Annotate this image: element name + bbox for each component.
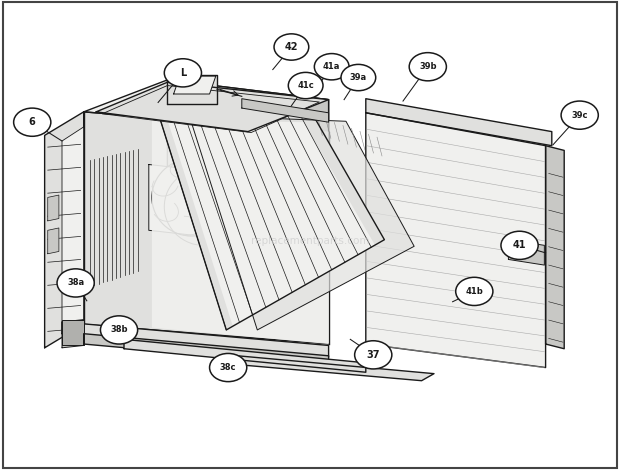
Polygon shape (62, 127, 84, 334)
Polygon shape (189, 115, 414, 330)
Polygon shape (48, 228, 59, 254)
Text: 38b: 38b (110, 325, 128, 335)
Text: 6: 6 (29, 117, 35, 127)
Text: 37: 37 (366, 350, 380, 360)
Circle shape (456, 277, 493, 306)
Polygon shape (84, 80, 329, 132)
Circle shape (341, 64, 376, 91)
Polygon shape (366, 113, 546, 368)
Polygon shape (62, 320, 84, 345)
Polygon shape (62, 320, 84, 348)
Polygon shape (84, 112, 329, 344)
Polygon shape (96, 82, 329, 132)
Polygon shape (174, 76, 216, 94)
Circle shape (288, 72, 323, 99)
Text: 41: 41 (513, 240, 526, 251)
Circle shape (274, 34, 309, 60)
Circle shape (164, 59, 202, 87)
Circle shape (314, 54, 349, 80)
Polygon shape (62, 322, 329, 357)
Polygon shape (48, 195, 59, 221)
Circle shape (210, 353, 247, 382)
Polygon shape (84, 334, 329, 366)
Polygon shape (167, 120, 375, 325)
Circle shape (501, 231, 538, 259)
Polygon shape (508, 240, 544, 265)
Text: 38c: 38c (220, 363, 236, 372)
Text: 39a: 39a (350, 73, 367, 82)
Text: 41b: 41b (466, 287, 483, 296)
Circle shape (14, 108, 51, 136)
Text: replacementparts.com: replacementparts.com (250, 235, 370, 246)
Polygon shape (152, 115, 329, 344)
Text: 38a: 38a (67, 278, 84, 288)
Circle shape (409, 53, 446, 81)
Polygon shape (366, 99, 552, 146)
Text: L: L (180, 68, 186, 78)
Circle shape (355, 341, 392, 369)
Text: 41a: 41a (323, 62, 340, 71)
Text: 42: 42 (285, 42, 298, 52)
Polygon shape (158, 113, 384, 330)
Polygon shape (124, 339, 366, 372)
Polygon shape (45, 112, 84, 348)
Circle shape (100, 316, 138, 344)
Polygon shape (167, 75, 217, 104)
Polygon shape (242, 99, 329, 122)
Text: 41c: 41c (297, 81, 314, 90)
Text: 39b: 39b (419, 62, 436, 71)
Text: 39c: 39c (572, 110, 588, 120)
Polygon shape (149, 164, 242, 241)
Circle shape (57, 269, 94, 297)
Polygon shape (167, 80, 329, 241)
Polygon shape (217, 355, 434, 381)
Circle shape (561, 101, 598, 129)
Polygon shape (546, 146, 564, 349)
